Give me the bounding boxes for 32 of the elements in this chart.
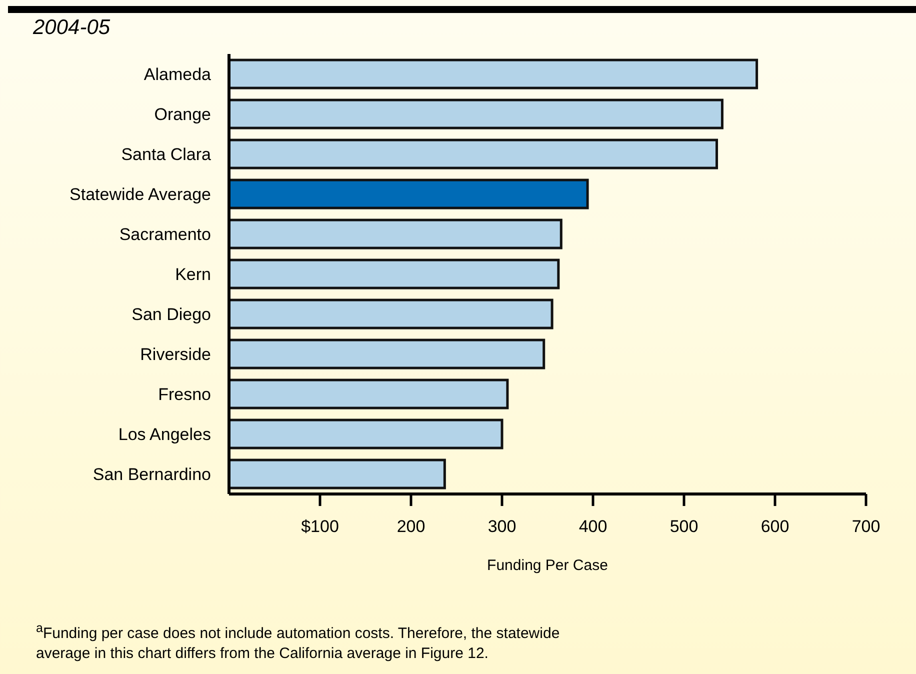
- y-tick-label: San Bernardino: [92, 465, 211, 484]
- bar: [229, 378, 509, 410]
- bar: [229, 458, 446, 490]
- x-tick-label: 600: [760, 517, 790, 536]
- x-tick-label: 700: [852, 517, 880, 536]
- bar: [229, 98, 724, 130]
- y-tick-label: Santa Clara: [121, 145, 212, 164]
- y-tick-label: Riverside: [140, 345, 211, 364]
- bar: [229, 418, 504, 450]
- y-tick-label: Fresno: [158, 385, 211, 404]
- x-tick-label: 200: [396, 517, 426, 536]
- bar: [229, 138, 718, 170]
- x-tick-label: 400: [578, 517, 608, 536]
- x-tick-label: 500: [670, 517, 698, 536]
- x-axis-title: Funding Per Case: [487, 557, 608, 574]
- bar: [229, 58, 758, 90]
- bar: [229, 298, 554, 330]
- bar: [229, 338, 546, 370]
- y-tick-label: Kern: [175, 265, 211, 284]
- x-tick-label: $100: [301, 517, 339, 536]
- chart-title: 2004-05: [33, 16, 110, 40]
- bar: [229, 178, 589, 210]
- y-tick-label: Orange: [154, 105, 211, 124]
- y-tick-label: San Diego: [132, 305, 211, 324]
- text: $^{a}$Funding per case does not include automation costs. Therefore, the statewide average in this chart differs from the California average in Figure 12.: [36, 620, 561, 664]
- y-tick-label: Statewide Average: [70, 185, 211, 204]
- bar: [229, 218, 562, 250]
- bar: [229, 258, 560, 290]
- y-tick-label: Alameda: [144, 65, 212, 84]
- x-tick-label: 300: [488, 517, 516, 536]
- y-tick-label: Sacramento: [119, 225, 211, 244]
- y-tick-label: Los Angeles: [118, 425, 211, 444]
